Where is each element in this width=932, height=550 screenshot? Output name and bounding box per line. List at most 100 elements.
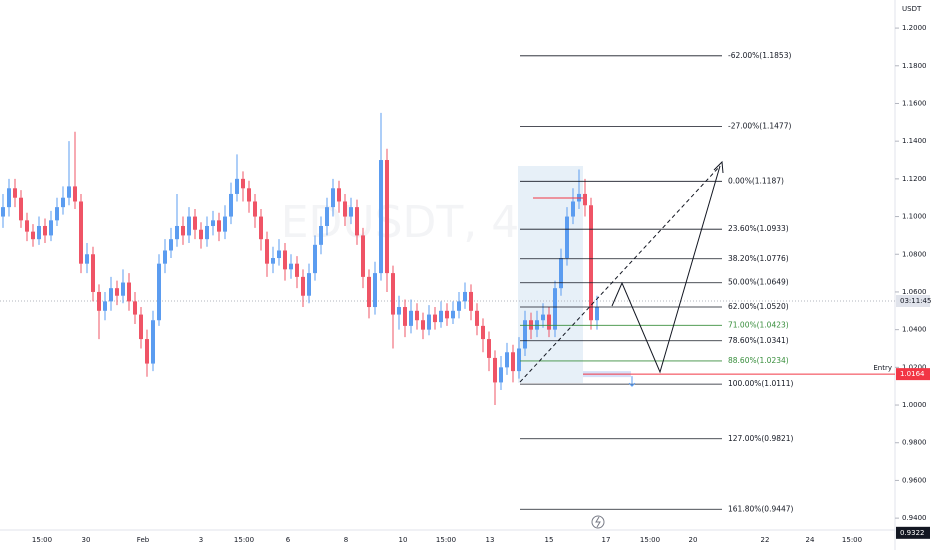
y-tick-label: 1.0800: [902, 250, 927, 258]
candle-body: [523, 320, 527, 349]
candle-body: [505, 352, 509, 368]
candle-body: [55, 207, 59, 221]
candle-body: [85, 254, 89, 264]
candle-body: [7, 188, 11, 208]
candle-body: [325, 207, 329, 226]
currency-label: USDT: [902, 5, 922, 13]
candle-body: [595, 307, 599, 321]
candle-body: [367, 276, 371, 308]
candle-body: [421, 320, 425, 330]
candle-body: [427, 314, 431, 330]
fib-label: 100.00%(1.0111): [728, 379, 794, 388]
y-tick-label: 1.0000: [902, 401, 927, 409]
candle-body: [571, 201, 575, 217]
x-tick-label: 15:00: [640, 536, 660, 544]
fib-label: 78.60%(1.0341): [728, 336, 789, 345]
candle-body: [415, 310, 419, 321]
lightning-icon[interactable]: [591, 515, 605, 529]
low-tag-label: 0.9322: [900, 529, 925, 537]
x-tick-label: 24: [806, 536, 815, 544]
candle-body: [79, 201, 83, 264]
y-tick-label: 1.1600: [902, 99, 927, 107]
fib-label: 50.00%(1.0649): [728, 278, 789, 287]
fib-label: 127.00%(0.9821): [728, 434, 794, 443]
candle-body: [313, 244, 317, 274]
candle-body: [61, 197, 65, 208]
candle-body: [211, 220, 215, 226]
projection-path: [611, 165, 721, 374]
x-tick-label: 15:00: [436, 536, 456, 544]
candle-body: [433, 314, 437, 323]
candle-body: [511, 352, 515, 372]
candle-body: [487, 339, 491, 358]
candle-body: [205, 225, 209, 240]
candle-body: [13, 188, 17, 198]
countdown-tag: [896, 294, 930, 307]
x-tick-label: 22: [761, 536, 770, 544]
x-tick-label: 15:00: [234, 536, 254, 544]
candle-body: [133, 301, 137, 315]
candle-body: [157, 263, 161, 321]
y-tick-label: 0.9400: [902, 514, 927, 522]
candle-body: [43, 225, 47, 236]
countdown-label: 03:11:45: [900, 297, 931, 305]
x-tick-label: 20: [689, 536, 698, 544]
watermark: EDUSDT, 4: [281, 197, 520, 248]
candle-body: [469, 291, 473, 311]
trend-dashed: [519, 165, 721, 383]
candle-body: [349, 207, 353, 217]
candle-body: [547, 314, 551, 330]
candle-body: [499, 367, 503, 383]
x-tick-label: 17: [602, 536, 611, 544]
y-tick-label: 1.1000: [902, 213, 927, 221]
candle-body: [583, 193, 587, 206]
x-tick-label: 8: [344, 536, 348, 544]
candle-body: [1, 207, 5, 217]
candle-body: [253, 201, 257, 217]
candle-body: [445, 310, 449, 319]
candle-body: [355, 207, 359, 236]
candle-body: [259, 216, 263, 240]
candle-body: [199, 229, 203, 240]
x-tick-label: 6: [286, 536, 291, 544]
candle-body: [283, 250, 287, 270]
candle-body: [439, 310, 443, 323]
candle-body: [553, 288, 557, 330]
candle-body: [307, 273, 311, 296]
candle-body: [241, 178, 245, 189]
candle-body: [19, 197, 23, 221]
candle-body: [187, 216, 191, 236]
candle-body: [295, 263, 299, 277]
candle-body: [265, 239, 269, 264]
candle-body: [67, 186, 71, 198]
fib-label: 161.80%(0.9447): [728, 504, 794, 513]
candle-body: [139, 314, 143, 340]
candle-body: [319, 225, 323, 245]
candle-body: [301, 276, 305, 296]
y-tick-label: 1.1200: [902, 175, 927, 183]
y-tick-label: 1.0200: [902, 363, 927, 371]
candle-body: [379, 160, 383, 274]
y-tick-label: 1.2000: [902, 24, 927, 32]
candle-body: [169, 239, 173, 251]
candle-body: [559, 258, 563, 289]
candle-body: [181, 225, 185, 236]
x-tick-label: 3: [199, 536, 203, 544]
candle-body: [271, 258, 275, 264]
candle-body: [541, 314, 545, 321]
x-tick-label: 15:00: [32, 536, 52, 544]
candle-body: [223, 216, 227, 232]
candle-body: [37, 225, 41, 240]
candle-body: [289, 263, 293, 270]
candle-body: [481, 325, 485, 340]
x-tick-label: 15: [545, 536, 554, 544]
y-tick-label: 1.1400: [902, 137, 927, 145]
candle-body: [493, 357, 497, 383]
entry-tag: [896, 368, 930, 381]
candle-body: [337, 188, 341, 202]
candle-body: [193, 216, 197, 230]
fib-label: 62.00%(1.0520): [728, 302, 789, 311]
y-tick-label: 0.9800: [902, 439, 927, 447]
